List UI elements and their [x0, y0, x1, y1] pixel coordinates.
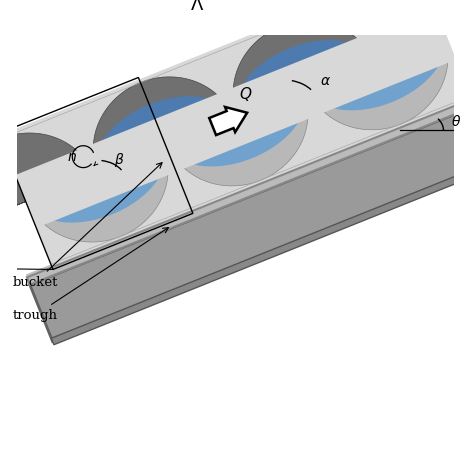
Polygon shape [188, 98, 284, 148]
Text: $\beta$: $\beta$ [114, 151, 125, 169]
Polygon shape [28, 146, 165, 223]
FancyArrow shape [209, 107, 247, 135]
Polygon shape [48, 155, 144, 204]
Polygon shape [168, 90, 305, 166]
Text: bucket: bucket [13, 163, 162, 289]
Polygon shape [96, 96, 234, 173]
Polygon shape [257, 58, 353, 109]
Polygon shape [30, 96, 474, 341]
Text: $n$: $n$ [67, 150, 77, 164]
Polygon shape [0, 0, 472, 267]
Polygon shape [308, 34, 445, 110]
Text: $\alpha$: $\alpha$ [320, 74, 331, 88]
Polygon shape [168, 90, 308, 186]
Text: $\Lambda$: $\Lambda$ [190, 0, 204, 14]
Polygon shape [236, 40, 374, 117]
Polygon shape [328, 42, 424, 92]
Polygon shape [117, 114, 213, 164]
Polygon shape [28, 146, 168, 242]
Polygon shape [0, 133, 93, 229]
Polygon shape [27, 89, 474, 285]
Polygon shape [93, 77, 234, 173]
Polygon shape [15, 7, 456, 228]
Polygon shape [233, 21, 374, 117]
Text: $Q$: $Q$ [239, 85, 253, 103]
Polygon shape [308, 34, 448, 130]
Text: $\theta$: $\theta$ [451, 114, 461, 128]
Polygon shape [26, 86, 474, 285]
Polygon shape [51, 150, 474, 345]
Polygon shape [373, 0, 474, 60]
Text: trough: trough [13, 228, 168, 322]
